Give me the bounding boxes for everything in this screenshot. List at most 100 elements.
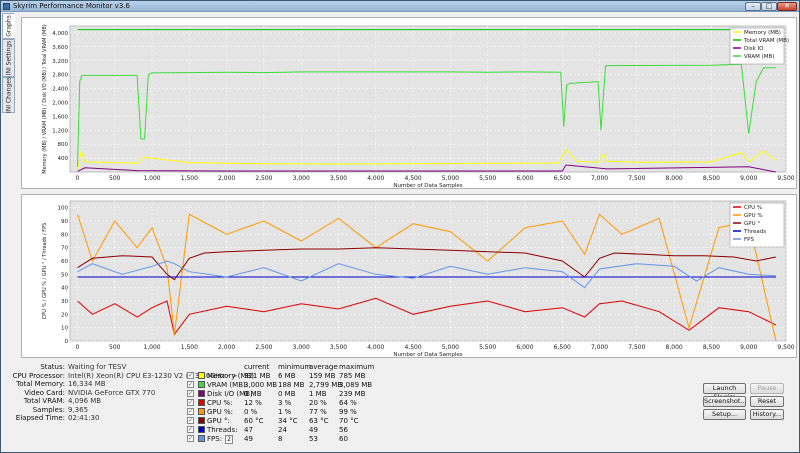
- x-tick-label: 4,500: [404, 344, 421, 351]
- total-memory-label: Total Memory:: [16, 380, 65, 388]
- x-tick-label: 500: [109, 175, 121, 182]
- header-average: average: [309, 363, 338, 371]
- series-checkbox[interactable]: ✓: [187, 390, 194, 397]
- stat-average: 77 %: [309, 408, 327, 416]
- y-tick-label: 10: [61, 326, 68, 332]
- x-tick-label: 2,500: [255, 344, 272, 351]
- legend-label: Threads: [743, 229, 766, 235]
- y-axis-label: Memory (MB) / VRAM (MB) / Disk I/O (MB) …: [42, 24, 48, 173]
- tab-ini-changes[interactable]: INI Changes: [2, 77, 15, 113]
- stat-label: GPU °:: [207, 417, 230, 425]
- video-card-value: NVIDIA GeForce GTX 770: [68, 388, 156, 397]
- x-tick-label: 1,500: [181, 175, 198, 182]
- series-checkbox[interactable]: ✓: [187, 417, 194, 424]
- series-checkbox[interactable]: ✓: [187, 426, 194, 433]
- tab-ini-changes-label: INI Changes: [5, 76, 12, 114]
- x-tick-label: 9,000: [740, 344, 757, 351]
- x-tick-label: 7,500: [628, 344, 645, 351]
- header-current: current: [244, 363, 270, 371]
- stat-minimum: 3 %: [278, 399, 292, 407]
- series-checkbox[interactable]: ✓: [187, 372, 194, 379]
- tab-graphs[interactable]: Graphs: [2, 13, 15, 39]
- legend-label: CPU %: [744, 205, 762, 211]
- status-label: Status:: [40, 363, 65, 371]
- x-tick-label: 7,500: [628, 175, 645, 182]
- y-tick-label: 2,000: [52, 100, 68, 106]
- pause-button[interactable]: Pause: [750, 383, 784, 394]
- fps-sample-spinner[interactable]: 2: [225, 435, 233, 444]
- stat-row: ✓ FPS: 2 49 8 53 60: [187, 435, 387, 444]
- tab-ini-settings[interactable]: INI Settings: [2, 39, 15, 77]
- launch-skyrim-button[interactable]: Launch Skyrim: [703, 383, 746, 401]
- x-tick-label: 4,000: [367, 175, 384, 182]
- status-value: Waiting for TESV: [68, 363, 127, 371]
- series-checkbox[interactable]: ✓: [187, 408, 194, 415]
- maximize-button[interactable]: □: [761, 2, 777, 11]
- x-tick-label: 8,000: [666, 175, 683, 182]
- elapsed-time-row: Elapsed Time: 02:41:30: [16, 414, 181, 422]
- x-tick-label: 1,500: [181, 344, 198, 351]
- stat-label: Disk I/O (MB):: [207, 390, 256, 398]
- total-memory-row: Total Memory: 16,334 MB: [16, 380, 181, 388]
- app-icon: [3, 3, 10, 10]
- legend-label: Total VRAM (MB): [743, 38, 789, 44]
- y-tick-label: 1,200: [52, 128, 68, 134]
- x-tick-label: 4,500: [404, 175, 421, 182]
- x-axis-label: Number of Data Samples: [393, 352, 462, 358]
- x-tick-label: 5,500: [479, 344, 496, 351]
- stat-average: 1 MB: [309, 390, 327, 398]
- stat-row: ✓ GPU °: 60 °C 34 °C 63 °C 70 °C: [187, 417, 387, 426]
- x-tick-label: 7,000: [591, 175, 608, 182]
- cpu-value: Intel(R) Xeon(R) CPU E3-1230 V2 @ 3.30GH…: [68, 371, 238, 380]
- y-tick-label: 1,600: [52, 114, 68, 120]
- x-tick-label: 2,500: [255, 175, 272, 182]
- series-color-swatch[interactable]: [198, 417, 205, 424]
- screenshot-button[interactable]: Screenshot...: [703, 396, 747, 407]
- stat-label: Threads:: [207, 426, 238, 434]
- cpu-row: CPU Processor: Intel(R) Xeon(R) CPU E3-12…: [13, 372, 238, 380]
- memory-chart: 0 500 1,000 1,500 2,000 2,500 3,000 3,500 4,000 4…: [42, 24, 795, 189]
- series-line: [77, 213, 777, 342]
- total-vram-row: Total VRAM: 4,096 MB: [21, 397, 181, 405]
- stat-average: 49: [309, 426, 318, 434]
- stat-label: FPS: 2: [207, 435, 233, 444]
- y-tick-label: 70: [61, 246, 68, 252]
- y-tick-label: 2,800: [52, 73, 68, 79]
- samples-value: 9,365: [68, 405, 89, 414]
- performance-chart-panel: 0 500 1,000 1,500 2,000 2,500 3,000 3,500 4,000 4…: [21, 194, 797, 358]
- setup-button[interactable]: Setup...: [703, 409, 746, 420]
- performance-chart: 0 500 1,000 1,500 2,000 2,500 3,000 3,500 4,000 4…: [42, 200, 795, 358]
- stat-current: 0 MB: [244, 390, 262, 398]
- x-tick-label: 3,500: [330, 344, 347, 351]
- series-color-swatch[interactable]: [198, 408, 205, 415]
- samples-label: Samples:: [32, 405, 65, 414]
- series-line: [77, 63, 776, 167]
- stat-average: 159 MB: [309, 372, 336, 380]
- window-title: Skyrim Performance Monitor v3.6: [13, 2, 130, 10]
- close-button[interactable]: ✕: [777, 2, 797, 11]
- tab-ini-settings-label: INI Settings: [5, 40, 12, 76]
- x-axis-label: Number of Data Samples: [393, 183, 462, 189]
- history-button[interactable]: History...: [750, 409, 784, 420]
- stat-average: 63 °C: [309, 417, 329, 425]
- video-card-label: Video Card:: [24, 388, 65, 397]
- stat-row: ✓ Disk I/O (MB): 0 MB 0 MB 1 MB 239 MB: [187, 390, 387, 399]
- series-checkbox[interactable]: ✓: [187, 435, 194, 442]
- series-color-swatch[interactable]: [198, 390, 205, 397]
- vertical-tab-strip: Graphs INI Settings INI Changes: [2, 13, 16, 113]
- x-tick-label: 1,000: [143, 344, 160, 351]
- series-color-swatch[interactable]: [198, 435, 205, 442]
- x-tick-label: 7,000: [591, 344, 608, 351]
- x-tick-label: 6,500: [554, 175, 571, 182]
- series-checkbox[interactable]: ✓: [187, 381, 194, 388]
- legend-label: FPS: [744, 237, 754, 243]
- title-bar[interactable]: Skyrim Performance Monitor v3.6 – □ ✕: [1, 1, 799, 12]
- series-checkbox[interactable]: ✓: [187, 399, 194, 406]
- reset-button[interactable]: Reset: [750, 396, 784, 407]
- series-line: [77, 260, 776, 289]
- series-color-swatch[interactable]: [198, 399, 205, 406]
- minimize-button[interactable]: –: [745, 2, 761, 11]
- series-color-swatch[interactable]: [198, 426, 205, 433]
- series-color-swatch[interactable]: [198, 381, 205, 388]
- series-color-swatch[interactable]: [198, 372, 205, 379]
